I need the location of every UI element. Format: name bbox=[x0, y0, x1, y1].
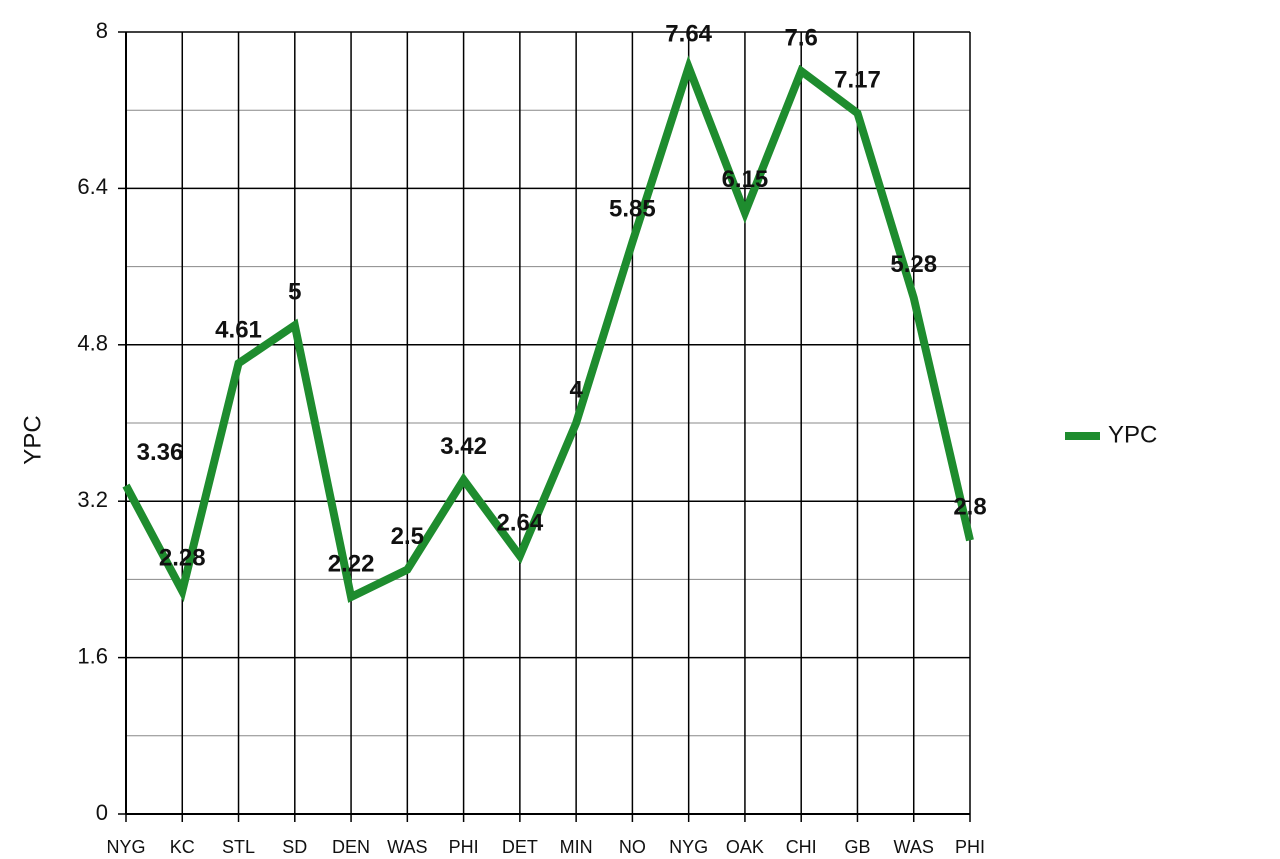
data-label: 4 bbox=[569, 376, 583, 403]
x-tick-label: WAS bbox=[894, 837, 934, 854]
data-label: 2.22 bbox=[328, 550, 375, 577]
x-tick-label: WAS bbox=[387, 837, 427, 854]
data-label: 5 bbox=[288, 279, 301, 306]
x-tick-label: PHI bbox=[955, 837, 985, 854]
data-line bbox=[122, 55, 974, 603]
x-tick-label: OAK bbox=[726, 837, 764, 854]
y-tick-label: 8 bbox=[96, 18, 108, 43]
data-label: 3.36 bbox=[137, 439, 184, 466]
x-tick-label: DEN bbox=[332, 837, 370, 854]
y-axis-label: YPC bbox=[19, 415, 46, 464]
data-label: 5.85 bbox=[609, 196, 656, 223]
x-tick-label: GB bbox=[844, 837, 870, 854]
data-label: 7.64 bbox=[665, 21, 712, 48]
data-label: 2.28 bbox=[159, 544, 206, 571]
y-tick-label: 0 bbox=[96, 800, 108, 825]
data-label: 3.42 bbox=[440, 433, 487, 460]
data-label: 2.8 bbox=[953, 494, 986, 521]
y-tick-label: 3.2 bbox=[77, 487, 108, 512]
x-tick-label: NYG bbox=[106, 837, 145, 854]
x-tick-label: NYG bbox=[669, 837, 708, 854]
x-tick-label: DET bbox=[502, 837, 538, 854]
y-tick-label: 6.4 bbox=[77, 174, 108, 199]
data-label: 2.64 bbox=[497, 509, 544, 536]
y-tick-label: 4.8 bbox=[77, 331, 108, 356]
data-label: 5.28 bbox=[890, 251, 937, 278]
x-tick-label: NO bbox=[619, 837, 646, 854]
data-label: 6.15 bbox=[722, 166, 769, 193]
legend-label: YPC bbox=[1108, 421, 1157, 448]
x-tick-label: KC bbox=[170, 837, 195, 854]
x-tick-label: MIN bbox=[560, 837, 593, 854]
x-tick-label: CHI bbox=[786, 837, 817, 854]
data-label: 7.17 bbox=[834, 66, 881, 93]
x-tick-label: SD bbox=[282, 837, 307, 854]
data-label: 4.61 bbox=[215, 317, 262, 344]
x-tick-label: STL bbox=[222, 837, 255, 854]
y-tick-label: 1.6 bbox=[77, 643, 108, 668]
data-label: 7.6 bbox=[785, 24, 818, 51]
data-label: 2.5 bbox=[391, 523, 424, 550]
x-tick-label: PHI bbox=[449, 837, 479, 854]
